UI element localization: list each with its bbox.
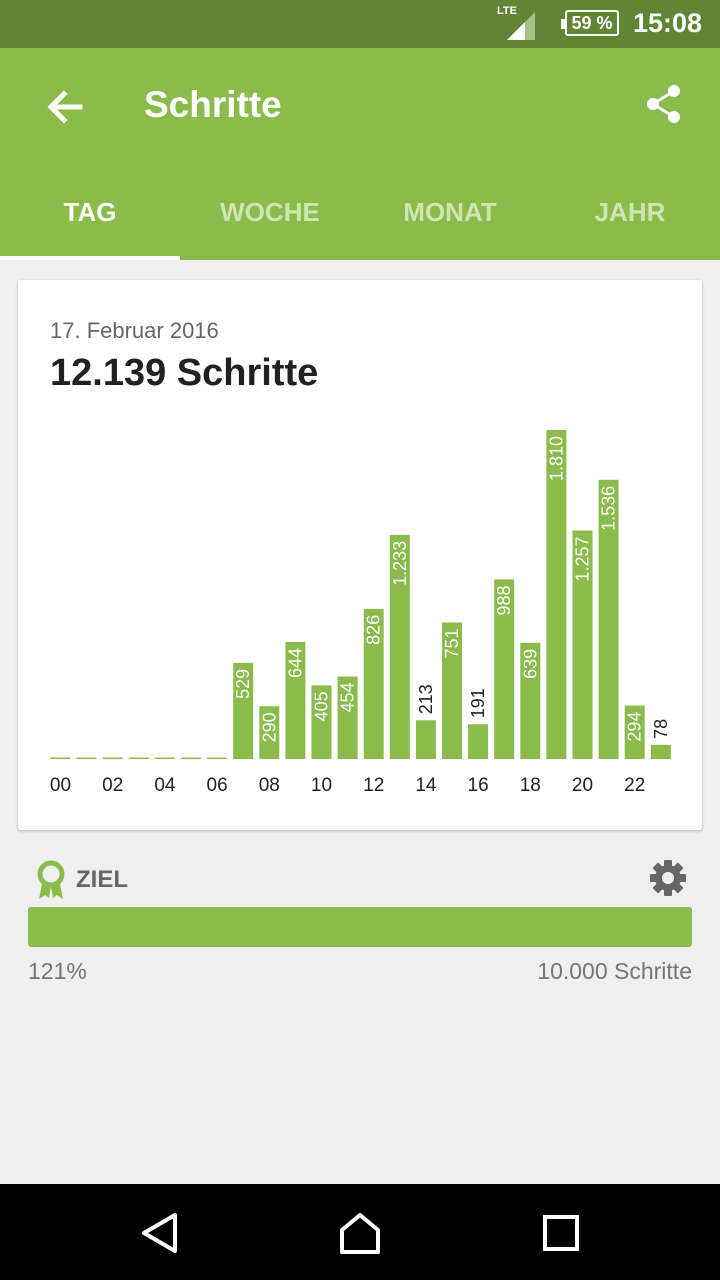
bar-value-label: 1.233: [390, 541, 410, 586]
bar-hour-02: [102, 757, 123, 759]
bar-hour-04: [154, 757, 175, 759]
daily-steps-card: 17. Februar 2016 12.139 Schritte 529 290 6…: [18, 280, 702, 830]
bar-value-label: 405: [312, 691, 332, 721]
x-tick-label: 10: [311, 775, 332, 796]
bar-value-label: 988: [494, 585, 514, 615]
gear-icon[interactable]: [648, 858, 688, 898]
bar-hour-13: [389, 534, 410, 759]
signal-icon: [507, 12, 535, 40]
bar-hour-15: [442, 622, 462, 759]
tab-indicator: [0, 256, 180, 260]
x-tick-label: 18: [520, 775, 541, 796]
goal-percent: 121%: [28, 958, 87, 984]
navigation-bar: [0, 1184, 720, 1280]
bar-value-label: 290: [259, 712, 279, 742]
bar-value-label: 826: [364, 615, 384, 645]
bar-value-label: 644: [285, 648, 305, 678]
bar-value-label: 529: [233, 669, 253, 699]
period-tabs: TAG WOCHE MONAT JAHR: [0, 178, 720, 260]
app-bar: Schritte TAG WOCHE MONAT JAHR: [0, 48, 720, 260]
goal-title: ZIEL: [76, 866, 128, 893]
bar-value-label: 191: [468, 688, 488, 718]
bar-value-label: 454: [338, 682, 358, 712]
x-tick-label: 14: [415, 775, 437, 796]
x-tick-label: 04: [154, 775, 176, 796]
recents-square-icon[interactable]: [538, 1210, 584, 1256]
home-icon[interactable]: [337, 1210, 383, 1256]
goal-progress-bar: [28, 907, 692, 947]
arrow-back-icon[interactable]: [40, 82, 90, 132]
bar-hour-23: [650, 744, 671, 759]
share-icon[interactable]: [642, 82, 686, 126]
network-type: LTE: [497, 5, 517, 17]
bar-value-label: 294: [625, 712, 645, 742]
bar-hour-19: [546, 430, 567, 759]
bar-value-label: 78: [651, 719, 671, 739]
goal-progress-fill: [28, 907, 692, 947]
bar-hour-21: [598, 479, 619, 759]
goal-target: 10.000 Schritte: [537, 958, 692, 984]
bar-hour-01: [76, 757, 97, 759]
bar-value-label: 213: [416, 684, 436, 714]
bar-hour-22: [624, 705, 645, 759]
clock: 15:08: [633, 8, 703, 38]
x-tick-label: 12: [363, 775, 384, 796]
award-ribbon-icon: [37, 860, 65, 899]
bar-hour-10: [311, 685, 332, 759]
total-steps: 12.139 Schritte: [50, 352, 319, 394]
x-tick-label: 00: [50, 775, 71, 796]
page-title: Schritte: [144, 84, 282, 125]
selected-date: 17. Februar 2016: [50, 318, 219, 343]
bar-hour-05: [181, 757, 201, 759]
tab-tag[interactable]: TAG: [63, 197, 117, 227]
bar-value-label: 639: [520, 649, 540, 679]
bar-hour-09: [285, 641, 306, 759]
bar-value-label: 751: [442, 628, 462, 658]
bar-value-label: 1.810: [546, 436, 566, 481]
battery-indicator: 59 %: [561, 10, 619, 36]
bar-value-label: 1.257: [573, 537, 593, 582]
bar-hour-07: [233, 662, 254, 759]
bar-hour-11: [337, 676, 358, 759]
x-tick-label: 20: [572, 775, 593, 796]
x-tick-label: 06: [207, 775, 228, 796]
tab-jahr[interactable]: JAHR: [594, 197, 666, 227]
bar-hour-14: [415, 720, 436, 759]
bar-hour-08: [259, 706, 280, 759]
bar-hour-00: [50, 757, 71, 759]
x-tick-label: 08: [259, 775, 280, 796]
bar-hour-03: [128, 757, 149, 759]
back-triangle-icon[interactable]: [137, 1210, 183, 1256]
x-tick-label: 02: [102, 775, 123, 796]
bar-hour-18: [520, 642, 541, 759]
tab-monat[interactable]: MONAT: [403, 197, 497, 227]
bar-hour-17: [494, 579, 515, 759]
bar-value-label: 1.536: [599, 486, 619, 531]
tab-woche[interactable]: WOCHE: [220, 197, 320, 227]
x-tick-label: 22: [624, 775, 645, 796]
x-tick-label: 16: [468, 775, 489, 796]
bar-hour-12: [363, 608, 384, 759]
status-bar: LTE 59 % 15:08: [0, 0, 720, 48]
bar-hour-16: [468, 724, 489, 759]
hourly-steps-chart: 529 290 644 405 454 826 1.233 213 751 191 988 639 1.…: [50, 430, 671, 796]
bar-hour-20: [572, 530, 593, 759]
bar-hour-06: [207, 757, 228, 759]
